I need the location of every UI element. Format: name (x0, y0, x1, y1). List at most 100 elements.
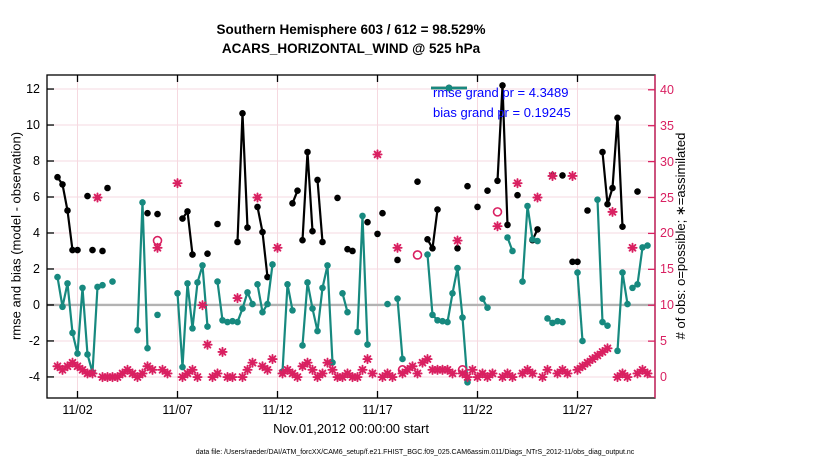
obs-count-asterisk (212, 368, 223, 379)
obs-count-asterisk (292, 371, 303, 383)
obs-count-asterisk (92, 192, 103, 203)
legend-line-bias-icon (431, 84, 467, 92)
data-point-dot (109, 278, 116, 285)
obs-count-asterisk (627, 242, 638, 253)
obs-count-asterisk (327, 364, 338, 375)
obs-count-asterisk (487, 368, 498, 379)
data-point-dot (549, 319, 556, 327)
data-point-dot (569, 258, 576, 266)
obs-count-asterisk (452, 235, 463, 246)
right-y-tick-label: 25 (660, 190, 674, 205)
right-y-tick-label: 15 (660, 262, 674, 277)
data-point-dot (214, 278, 221, 285)
data-point-dot (99, 247, 106, 255)
series-line-bias (631, 244, 648, 289)
data-point-dot (299, 236, 306, 244)
data-point-dot (234, 318, 241, 326)
series-line-bias (616, 272, 629, 351)
obs-count-asterisk (322, 357, 333, 368)
series-line-bias (281, 284, 294, 372)
data-point-dot (559, 318, 566, 326)
data-point-dot (214, 220, 221, 228)
obs-count-asterisk (252, 192, 263, 203)
data-point-dot (339, 289, 346, 297)
data-point-dot (289, 307, 296, 314)
data-point-dot (259, 228, 266, 236)
obs-count-asterisk (387, 371, 398, 383)
data-point-dot (174, 289, 181, 297)
data-point-dot (219, 316, 226, 324)
data-point-dot (319, 284, 326, 292)
data-point-dot (269, 261, 276, 268)
data-point-dot (309, 305, 316, 312)
data-point-dot (384, 300, 391, 308)
data-point-dot (364, 218, 371, 226)
data-point-dot (299, 342, 306, 349)
data-point-dot (399, 355, 406, 363)
data-point-dot (309, 227, 316, 235)
obs-count-asterisk (247, 357, 258, 368)
data-point-dot (429, 244, 436, 252)
data-point-dot (234, 238, 241, 246)
data-point-dot (504, 221, 511, 229)
obs-count-asterisk (467, 364, 478, 375)
obs-count-asterisk (372, 149, 383, 160)
data-point-dot (424, 235, 431, 243)
data-point-dot (344, 308, 351, 316)
data-point-dot (179, 363, 186, 371)
series-line-bias (136, 202, 149, 349)
data-point-dot (189, 325, 196, 332)
data-point-dot (624, 300, 631, 308)
data-point-dot (524, 202, 531, 210)
data-point-dot (374, 230, 381, 238)
data-point-dot (459, 314, 466, 321)
obs-count-asterisk (382, 368, 393, 379)
data-point-dot (199, 262, 206, 269)
left-y-tick-label: 12 (26, 82, 40, 97)
legend: rmse grand pr = 4.3489 bias grand pr = 0… (430, 82, 571, 122)
left-y-tick-label: 4 (33, 225, 40, 240)
data-point-dot (599, 318, 606, 326)
data-point-dot (594, 196, 601, 204)
data-point-dot (579, 337, 586, 345)
obs-count-asterisk (492, 221, 503, 232)
obs-count-asterisk (547, 170, 558, 182)
data-point-dot (414, 178, 421, 186)
series-line-bias (56, 276, 103, 373)
series-line-rmse (426, 209, 439, 252)
data-point-dot (379, 209, 386, 217)
data-point-dot (614, 347, 621, 355)
data-point-dot (84, 192, 91, 200)
data-point-dot (229, 317, 236, 325)
data-point-dot (584, 207, 591, 214)
obs-count-asterisk (272, 242, 283, 253)
obs-count-circle (397, 365, 408, 375)
series-line-bias (396, 298, 404, 360)
series-line-bias (596, 199, 609, 327)
data-point-dot (154, 311, 161, 319)
data-point-dot (424, 251, 431, 258)
legend-entry-bias: bias grand pr = 0.19245 (430, 84, 571, 122)
left-y-tick-label: 0 (33, 297, 40, 312)
data-point-dot (139, 199, 146, 206)
obs-count-asterisk (172, 178, 183, 189)
data-point-dot (599, 148, 606, 156)
data-point-dot (344, 245, 351, 253)
data-point-dot (104, 184, 111, 192)
data-point-dot (244, 289, 251, 296)
obs-count-asterisk (217, 346, 228, 357)
obs-count-circle (492, 207, 503, 217)
data-point-dot (59, 303, 66, 311)
left-y-tick-label: 6 (33, 190, 40, 204)
data-point-dot (239, 110, 246, 117)
data-point-dot (619, 223, 626, 230)
data-point-dot (454, 244, 461, 252)
obs-count-asterisk (602, 343, 613, 354)
data-point-dot (534, 237, 541, 245)
series-line-bias (176, 265, 209, 368)
data-point-dot (609, 184, 616, 192)
data-point-dot (644, 242, 651, 249)
obs-count-asterisk (307, 364, 318, 375)
data-point-dot (304, 279, 311, 286)
data-point-dot (184, 280, 191, 287)
